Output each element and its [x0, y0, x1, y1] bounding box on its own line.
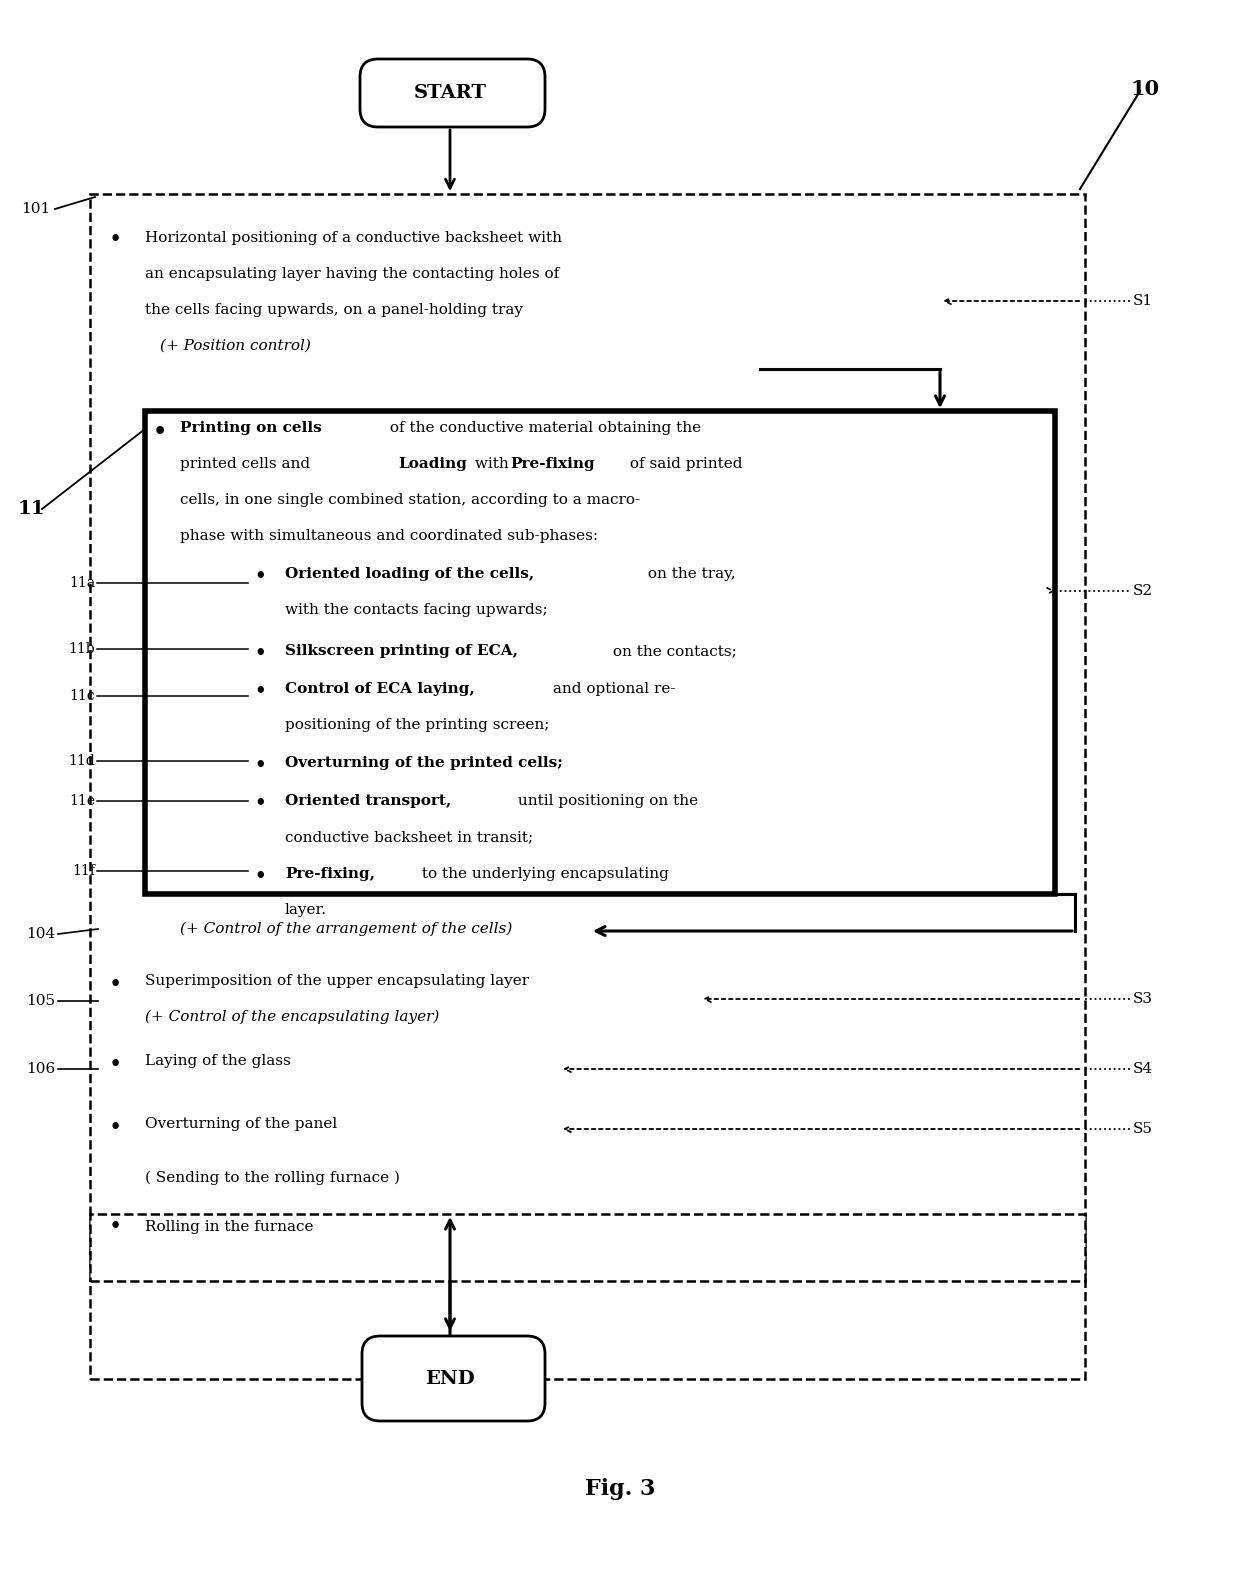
Text: 11a: 11a	[69, 575, 95, 590]
Text: Pre-fixing,: Pre-fixing,	[285, 868, 374, 880]
Text: Horizontal positioning of a conductive backsheet with: Horizontal positioning of a conductive b…	[145, 230, 562, 245]
Text: Pre-fixing: Pre-fixing	[510, 458, 595, 470]
Text: Oriented transport,: Oriented transport,	[285, 794, 451, 807]
Text: 11d: 11d	[68, 755, 95, 767]
Text: conductive backsheet in transit;: conductive backsheet in transit;	[285, 829, 533, 844]
Text: Control of ECA laying,: Control of ECA laying,	[285, 682, 475, 696]
Text: of said printed: of said printed	[625, 458, 743, 470]
Text: END: END	[425, 1370, 475, 1387]
Text: •: •	[108, 1054, 122, 1076]
Text: START: START	[413, 84, 486, 102]
Text: 11e: 11e	[69, 794, 95, 807]
Text: •: •	[108, 229, 122, 251]
Text: 104: 104	[26, 926, 55, 941]
Text: •: •	[254, 567, 265, 585]
Text: 106: 106	[26, 1061, 55, 1076]
Text: Superimposition of the upper encapsulating layer: Superimposition of the upper encapsulati…	[145, 974, 529, 988]
Text: Printing on cells: Printing on cells	[180, 421, 321, 435]
Text: 11b: 11b	[68, 642, 95, 656]
Text: Loading: Loading	[398, 458, 467, 470]
Text: Overturning of the panel: Overturning of the panel	[145, 1117, 337, 1131]
Text: 11c: 11c	[69, 690, 95, 702]
Text: (+ Control of the arrangement of the cells): (+ Control of the arrangement of the cel…	[180, 922, 512, 936]
Bar	[91, 194, 1085, 1379]
Text: and optional re-: and optional re-	[548, 682, 676, 696]
Text: S4: S4	[1133, 1061, 1153, 1076]
Text: phase with simultaneous and coordinated sub-phases:: phase with simultaneous and coordinated …	[180, 529, 598, 543]
Text: S2: S2	[1133, 585, 1153, 597]
Text: of the conductive material obtaining the: of the conductive material obtaining the	[384, 421, 701, 435]
Text: on the tray,: on the tray,	[644, 567, 735, 582]
Text: (+ Position control): (+ Position control)	[160, 338, 311, 353]
FancyBboxPatch shape	[362, 1336, 546, 1421]
Text: Laying of the glass: Laying of the glass	[145, 1054, 290, 1068]
Text: S1: S1	[1133, 294, 1153, 308]
Text: •: •	[108, 1117, 122, 1139]
Text: •: •	[254, 682, 265, 701]
Text: on the contacts;: on the contacts;	[608, 644, 737, 658]
Text: to the underlying encapsulating: to the underlying encapsulating	[417, 868, 668, 880]
Text: with the contacts facing upwards;: with the contacts facing upwards;	[285, 602, 548, 617]
Text: with: with	[470, 458, 513, 470]
Text: positioning of the printing screen;: positioning of the printing screen;	[285, 718, 549, 733]
Text: until positioning on the: until positioning on the	[513, 794, 698, 807]
Text: •: •	[254, 644, 265, 663]
Text: 105: 105	[26, 995, 55, 1007]
Text: Fig. 3: Fig. 3	[585, 1478, 655, 1500]
Text: •: •	[254, 756, 265, 774]
Text: cells, in one single combined station, according to a macro-: cells, in one single combined station, a…	[180, 493, 640, 507]
Text: •: •	[108, 1216, 122, 1238]
Text: •: •	[108, 974, 122, 996]
Text: •: •	[254, 868, 265, 885]
Text: printed cells and: printed cells and	[180, 458, 315, 470]
Bar	[91, 1214, 1085, 1281]
Text: S3: S3	[1133, 992, 1153, 1006]
Text: S5: S5	[1133, 1122, 1153, 1136]
Text: layer.: layer.	[285, 903, 327, 917]
Text: Rolling in the furnace: Rolling in the furnace	[145, 1220, 314, 1235]
Text: the cells facing upwards, on a panel-holding tray: the cells facing upwards, on a panel-hol…	[145, 303, 523, 316]
Text: Overturning of the printed cells;: Overturning of the printed cells;	[285, 756, 563, 771]
Text: Oriented loading of the cells,: Oriented loading of the cells,	[285, 567, 534, 582]
Text: •: •	[254, 794, 265, 812]
Text: ( Sending to the rolling furnace ): ( Sending to the rolling furnace )	[145, 1171, 401, 1185]
Text: 10: 10	[1130, 79, 1159, 99]
Text: (+ Control of the encapsulating layer): (+ Control of the encapsulating layer)	[145, 1011, 439, 1025]
Text: 11f: 11f	[72, 864, 95, 879]
Text: an encapsulating layer having the contacting holes of: an encapsulating layer having the contac…	[145, 267, 559, 281]
Text: 101: 101	[21, 202, 50, 216]
FancyBboxPatch shape	[360, 59, 546, 127]
Bar	[145, 412, 1055, 895]
Text: •: •	[153, 421, 167, 443]
Text: 11: 11	[19, 501, 46, 518]
Text: Silkscreen printing of ECA,: Silkscreen printing of ECA,	[285, 644, 518, 658]
